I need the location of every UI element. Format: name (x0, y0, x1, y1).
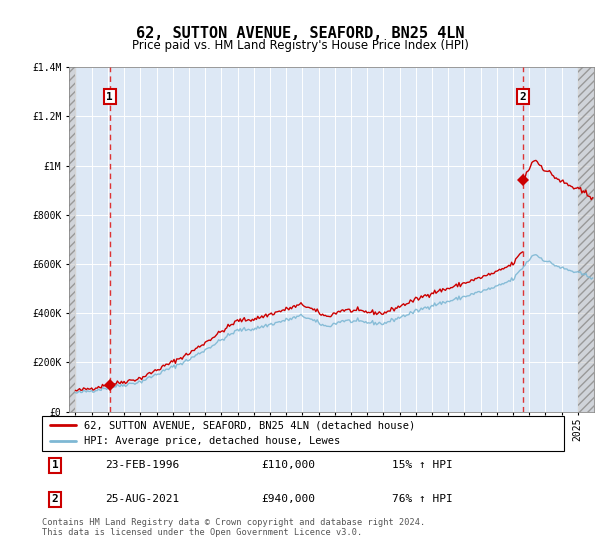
Text: 25-AUG-2021: 25-AUG-2021 (104, 494, 179, 505)
Text: Price paid vs. HM Land Registry's House Price Index (HPI): Price paid vs. HM Land Registry's House … (131, 39, 469, 53)
Text: 15% ↑ HPI: 15% ↑ HPI (392, 460, 452, 470)
Text: 1: 1 (52, 460, 58, 470)
Text: 1: 1 (106, 92, 113, 102)
Text: 62, SUTTON AVENUE, SEAFORD, BN25 4LN (detached house): 62, SUTTON AVENUE, SEAFORD, BN25 4LN (de… (84, 421, 415, 431)
Bar (578, 67, 594, 412)
Text: HPI: Average price, detached house, Lewes: HPI: Average price, detached house, Lewe… (84, 436, 340, 446)
Text: 2: 2 (520, 92, 526, 102)
Text: 2: 2 (52, 494, 58, 505)
Text: 76% ↑ HPI: 76% ↑ HPI (392, 494, 452, 505)
Text: £110,000: £110,000 (261, 460, 315, 470)
Bar (69, 67, 76, 412)
Text: 23-FEB-1996: 23-FEB-1996 (104, 460, 179, 470)
Text: Contains HM Land Registry data © Crown copyright and database right 2024.
This d: Contains HM Land Registry data © Crown c… (42, 518, 425, 538)
Text: £940,000: £940,000 (261, 494, 315, 505)
Bar (578, 67, 594, 412)
Bar (69, 67, 76, 412)
Text: 62, SUTTON AVENUE, SEAFORD, BN25 4LN: 62, SUTTON AVENUE, SEAFORD, BN25 4LN (136, 26, 464, 41)
